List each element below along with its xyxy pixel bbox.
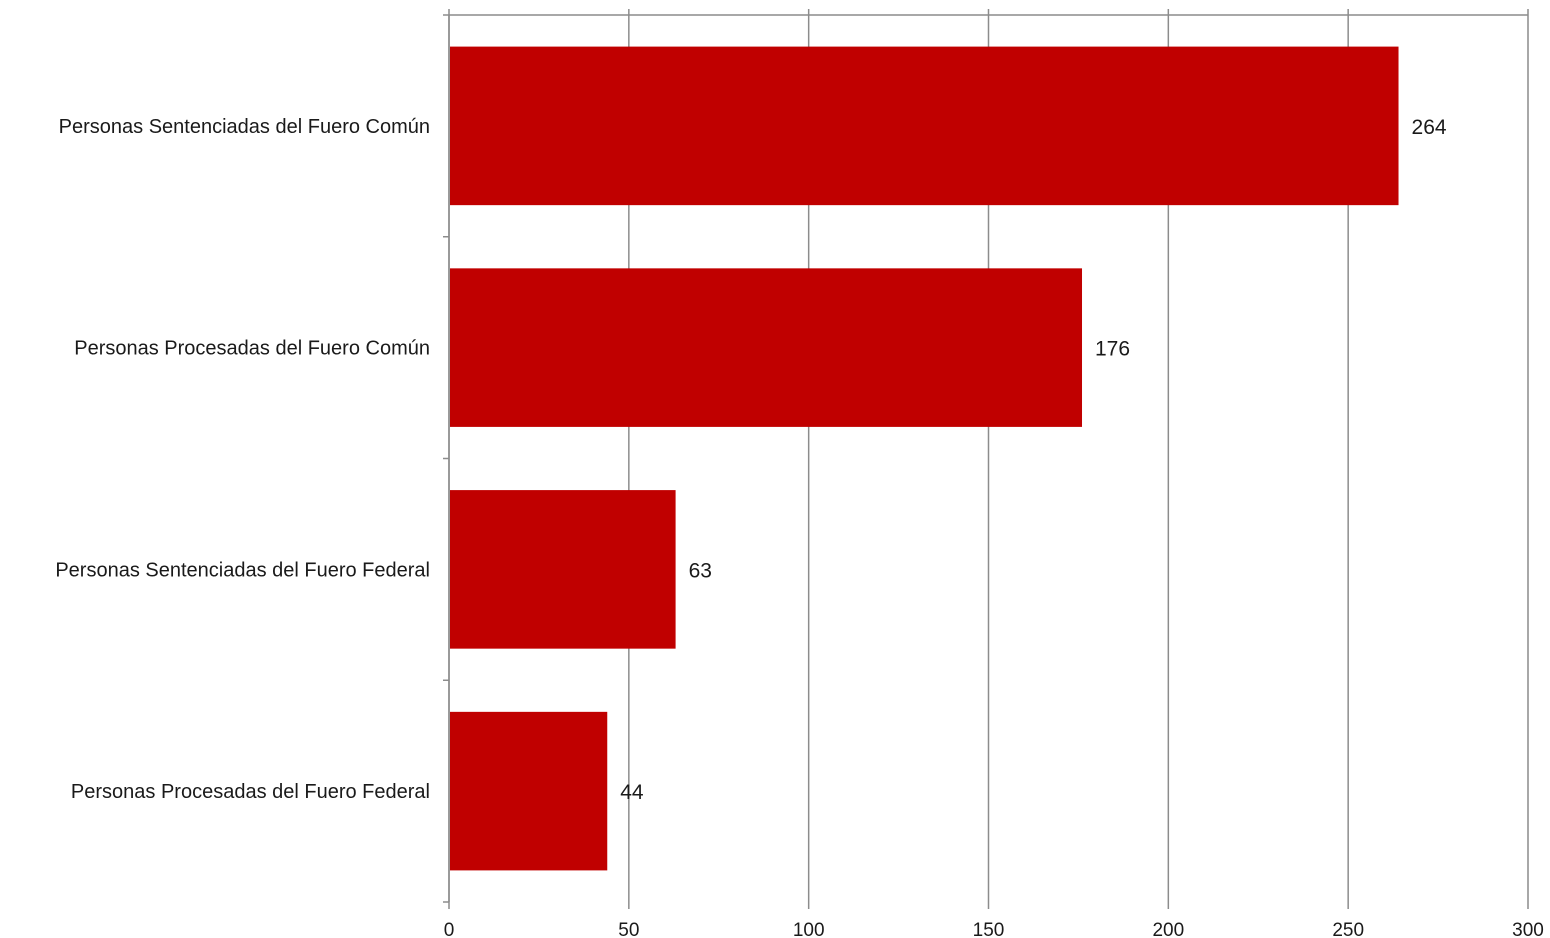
- x-tick-label-50: 50: [618, 920, 639, 938]
- axis-layer: [443, 14, 1528, 903]
- value-label-4: 44: [620, 781, 644, 804]
- x-tick-label-100: 100: [793, 920, 825, 938]
- x-tick-label-250: 250: [1332, 920, 1364, 938]
- x-tick-label-200: 200: [1152, 920, 1184, 938]
- x-tick-label-300: 300: [1512, 920, 1544, 938]
- category-label-4: Personas Procesadas del Fuero Federal: [71, 781, 430, 803]
- category-label-1: Personas Sentenciadas del Fuero Común: [59, 116, 430, 138]
- category-label-2: Personas Procesadas del Fuero Común: [74, 338, 430, 360]
- labels-layer: 0 50 100 150 200 250 300 Personas Sentenciadas …: [55, 116, 1544, 938]
- bar-4: [450, 711, 608, 871]
- x-tick-label-150: 150: [973, 920, 1005, 938]
- value-label-3: 63: [689, 559, 712, 582]
- bar-1: [450, 46, 1399, 206]
- value-label-1: 264: [1412, 116, 1447, 139]
- bar-2: [450, 268, 1083, 427]
- bars-layer: [450, 46, 1399, 871]
- value-label-2: 176: [1095, 338, 1130, 361]
- category-label-3: Personas Sentenciadas del Fuero Federal: [55, 559, 430, 581]
- x-tick-label-0: 0: [444, 920, 455, 938]
- bar-3: [450, 490, 676, 649]
